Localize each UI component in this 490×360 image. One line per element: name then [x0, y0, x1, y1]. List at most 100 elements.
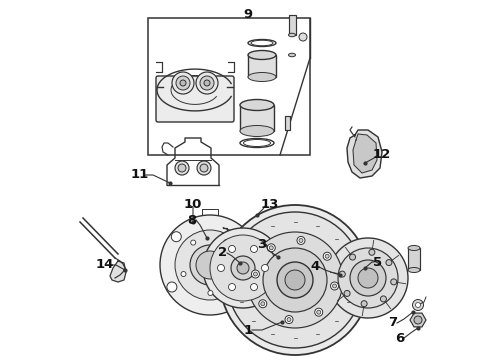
- Bar: [148, 18, 310, 155]
- Ellipse shape: [248, 72, 276, 81]
- Circle shape: [350, 260, 386, 296]
- Circle shape: [228, 284, 236, 291]
- Circle shape: [231, 256, 255, 280]
- Circle shape: [197, 161, 211, 175]
- Circle shape: [317, 310, 321, 314]
- Circle shape: [323, 252, 331, 260]
- Ellipse shape: [244, 139, 270, 147]
- Circle shape: [181, 271, 186, 276]
- Ellipse shape: [240, 99, 274, 111]
- Circle shape: [259, 300, 267, 308]
- Circle shape: [237, 262, 249, 274]
- Circle shape: [315, 308, 323, 316]
- Circle shape: [253, 272, 257, 276]
- Text: 6: 6: [395, 332, 405, 345]
- Circle shape: [196, 251, 224, 279]
- Circle shape: [361, 301, 367, 307]
- Circle shape: [349, 254, 356, 260]
- Circle shape: [369, 249, 375, 255]
- Circle shape: [250, 246, 258, 252]
- Ellipse shape: [289, 33, 295, 37]
- Circle shape: [203, 228, 283, 308]
- Circle shape: [200, 76, 214, 90]
- Circle shape: [285, 270, 305, 290]
- Circle shape: [234, 271, 239, 276]
- Circle shape: [196, 72, 218, 94]
- Circle shape: [175, 161, 189, 175]
- Text: 9: 9: [244, 8, 252, 21]
- Ellipse shape: [248, 50, 276, 59]
- Circle shape: [416, 302, 420, 307]
- Text: 5: 5: [373, 256, 383, 269]
- Circle shape: [338, 248, 398, 308]
- Circle shape: [220, 205, 370, 355]
- Circle shape: [208, 291, 213, 296]
- Circle shape: [228, 246, 236, 252]
- Circle shape: [299, 33, 307, 41]
- Circle shape: [413, 300, 423, 310]
- Ellipse shape: [251, 40, 273, 46]
- Circle shape: [190, 245, 230, 285]
- Circle shape: [191, 240, 196, 245]
- Text: 8: 8: [187, 213, 196, 226]
- Circle shape: [239, 288, 249, 298]
- Text: 14: 14: [96, 258, 114, 271]
- Bar: [285, 116, 290, 130]
- Circle shape: [287, 318, 291, 321]
- Polygon shape: [353, 134, 377, 173]
- Bar: [408, 248, 420, 270]
- FancyBboxPatch shape: [156, 76, 234, 122]
- Circle shape: [176, 76, 190, 90]
- Circle shape: [167, 282, 177, 292]
- Text: 12: 12: [373, 148, 391, 162]
- Polygon shape: [110, 261, 126, 282]
- Polygon shape: [347, 130, 382, 178]
- Circle shape: [325, 254, 329, 258]
- Bar: [289, 15, 295, 35]
- Ellipse shape: [408, 246, 420, 251]
- Circle shape: [227, 212, 363, 348]
- Circle shape: [267, 244, 275, 252]
- Circle shape: [218, 265, 224, 271]
- Text: 4: 4: [310, 261, 319, 274]
- Circle shape: [247, 232, 343, 328]
- Text: 7: 7: [389, 316, 397, 329]
- Circle shape: [172, 232, 181, 242]
- Circle shape: [297, 237, 305, 244]
- Circle shape: [386, 260, 392, 266]
- Circle shape: [358, 268, 378, 288]
- Circle shape: [277, 262, 313, 298]
- Circle shape: [333, 284, 337, 288]
- Circle shape: [339, 271, 345, 277]
- Circle shape: [200, 164, 208, 172]
- Circle shape: [251, 270, 259, 278]
- Bar: [248, 55, 276, 77]
- Text: 3: 3: [257, 238, 267, 252]
- Circle shape: [223, 240, 229, 244]
- Circle shape: [250, 284, 258, 291]
- Text: 11: 11: [131, 168, 149, 181]
- Text: 1: 1: [244, 324, 252, 337]
- Circle shape: [261, 302, 265, 306]
- Circle shape: [331, 282, 339, 290]
- Text: 10: 10: [184, 198, 202, 211]
- Circle shape: [391, 279, 397, 285]
- Circle shape: [178, 164, 186, 172]
- Circle shape: [270, 246, 273, 250]
- Text: 2: 2: [219, 247, 227, 260]
- Circle shape: [160, 215, 260, 315]
- Circle shape: [204, 80, 210, 86]
- Circle shape: [328, 238, 408, 318]
- Ellipse shape: [408, 267, 420, 273]
- Circle shape: [285, 316, 293, 324]
- Text: 13: 13: [261, 198, 279, 211]
- Bar: [240, 105, 274, 131]
- Circle shape: [180, 80, 186, 86]
- Circle shape: [263, 248, 327, 312]
- Ellipse shape: [240, 126, 274, 136]
- Circle shape: [299, 238, 303, 242]
- Ellipse shape: [289, 53, 295, 57]
- Circle shape: [172, 72, 194, 94]
- Circle shape: [344, 291, 350, 296]
- Circle shape: [380, 296, 387, 302]
